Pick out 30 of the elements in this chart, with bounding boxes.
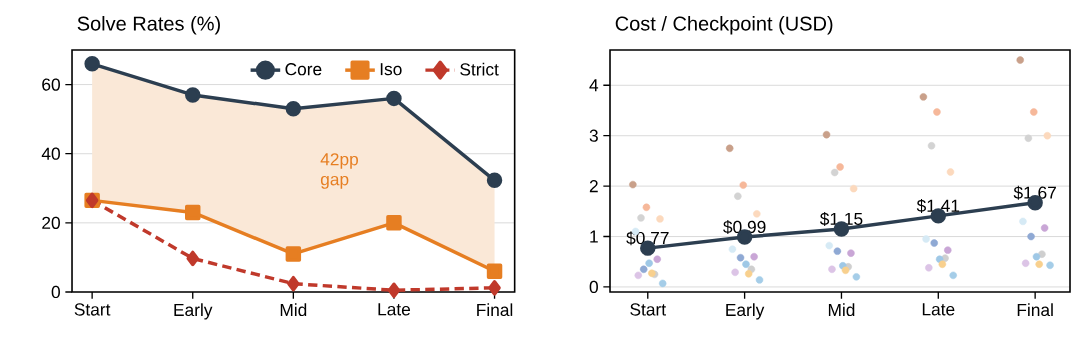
y-tick-label: 40 xyxy=(41,147,60,160)
x-tick-label: Early xyxy=(726,303,765,320)
y-tick-label: 0 xyxy=(51,285,60,299)
y-tick-label: 0 xyxy=(589,280,598,294)
x-tick-label: Early xyxy=(174,303,213,320)
data-label: $1.15 xyxy=(819,211,863,227)
data-label: $1.41 xyxy=(916,198,960,213)
data-label: $0.99 xyxy=(723,220,766,235)
annotation: 42pp gap xyxy=(320,153,359,189)
y-tick-label: 4 xyxy=(589,79,599,92)
x-tick-label: Late xyxy=(922,303,955,316)
x-tick-label: Start xyxy=(630,303,666,316)
y-tick-label: 2 xyxy=(589,180,598,193)
y-tick-label: 1 xyxy=(590,230,598,243)
data-label: $0.77 xyxy=(626,231,669,246)
chart-title: Cost / Checkpoint (USD) xyxy=(615,15,833,35)
x-tick-label: Final xyxy=(1017,303,1053,317)
x-tick-label: Mid xyxy=(828,303,855,317)
y-tick-label: 60 xyxy=(42,78,60,91)
data-label: $1.67 xyxy=(1013,185,1056,200)
y-tick-label: 3 xyxy=(589,129,598,142)
x-tick-label: Mid xyxy=(280,303,307,317)
chart-title: Solve Rates (%) xyxy=(77,15,220,35)
x-tick-label: Start xyxy=(74,303,111,316)
x-tick-label: Late xyxy=(378,303,411,316)
x-tick-label: Final xyxy=(477,303,513,317)
legend-label: Iso xyxy=(380,63,402,76)
legend-label: Strict xyxy=(460,62,499,76)
legend-label: Core xyxy=(285,63,322,76)
y-tick-label: 20 xyxy=(42,216,60,229)
